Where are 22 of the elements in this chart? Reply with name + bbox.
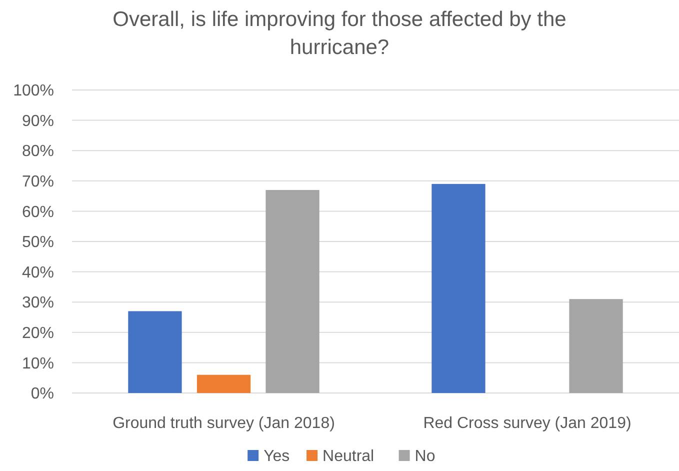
x-tick-label: Ground truth survey (Jan 2018) — [112, 415, 335, 432]
bar — [266, 190, 320, 393]
bar — [432, 184, 486, 393]
y-tick-label: 40% — [22, 264, 54, 282]
y-tick-label: 100% — [13, 82, 54, 100]
y-tick-label: 60% — [22, 204, 54, 221]
bar — [128, 311, 182, 393]
legend-label: No — [414, 448, 436, 465]
legend-label: Neutral — [322, 448, 374, 465]
y-tick-label: 50% — [22, 234, 54, 252]
y-tick-label: 90% — [22, 112, 54, 130]
legend-label: Yes — [264, 448, 290, 465]
bar — [196, 374, 251, 393]
x-tick-label: Red Cross survey (Jan 2019) — [423, 415, 632, 432]
y-tick-label: 20% — [22, 325, 54, 342]
bar — [569, 299, 623, 393]
y-tick-label: 10% — [22, 355, 54, 372]
y-tick-label: 0% — [30, 386, 54, 403]
y-tick-label: 70% — [22, 174, 54, 190]
y-tick-label: 80% — [22, 143, 54, 160]
y-tick-label: 30% — [22, 294, 54, 312]
chart-title: Overall, is life improving for those affected by the hurricane? — [112, 8, 566, 59]
